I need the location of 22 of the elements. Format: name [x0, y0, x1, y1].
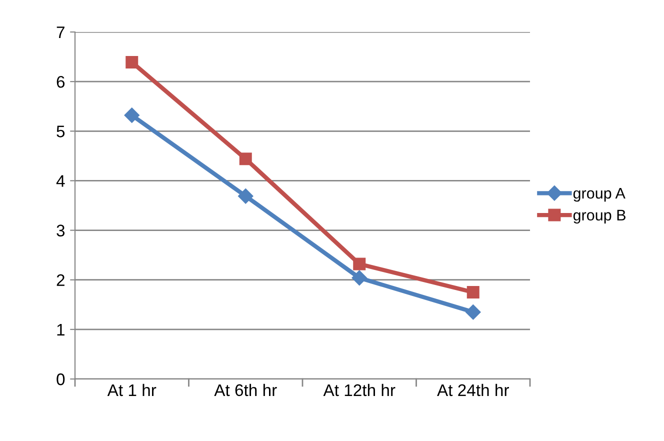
- point: [238, 188, 254, 204]
- x-tick-label: At 1 hr: [107, 384, 156, 396]
- point: [466, 304, 481, 320]
- x-tick-label: At 6th hr: [214, 384, 277, 396]
- point: [124, 108, 140, 123]
- y-tick-label: 7: [56, 26, 64, 38]
- point: [352, 270, 367, 286]
- y-tick-label: 2: [56, 274, 64, 286]
- y-tick-label: 1: [57, 324, 64, 336]
- x-tick-label: At 12th hr: [323, 384, 396, 396]
- point: [353, 258, 366, 270]
- point: [466, 286, 480, 298]
- point: [239, 152, 252, 166]
- y-tick-label: 6: [56, 76, 65, 88]
- legend-label: group A: [573, 188, 626, 202]
- x-tick-label: At 24th hr: [437, 384, 509, 396]
- legend-label: group B: [573, 210, 626, 224]
- point: [126, 56, 138, 68]
- y-tick-label: 4: [56, 175, 65, 187]
- y-tick-label: 3: [56, 224, 65, 236]
- y-tick-label: 0: [56, 373, 65, 386]
- y-tick-label: 5: [56, 126, 65, 138]
